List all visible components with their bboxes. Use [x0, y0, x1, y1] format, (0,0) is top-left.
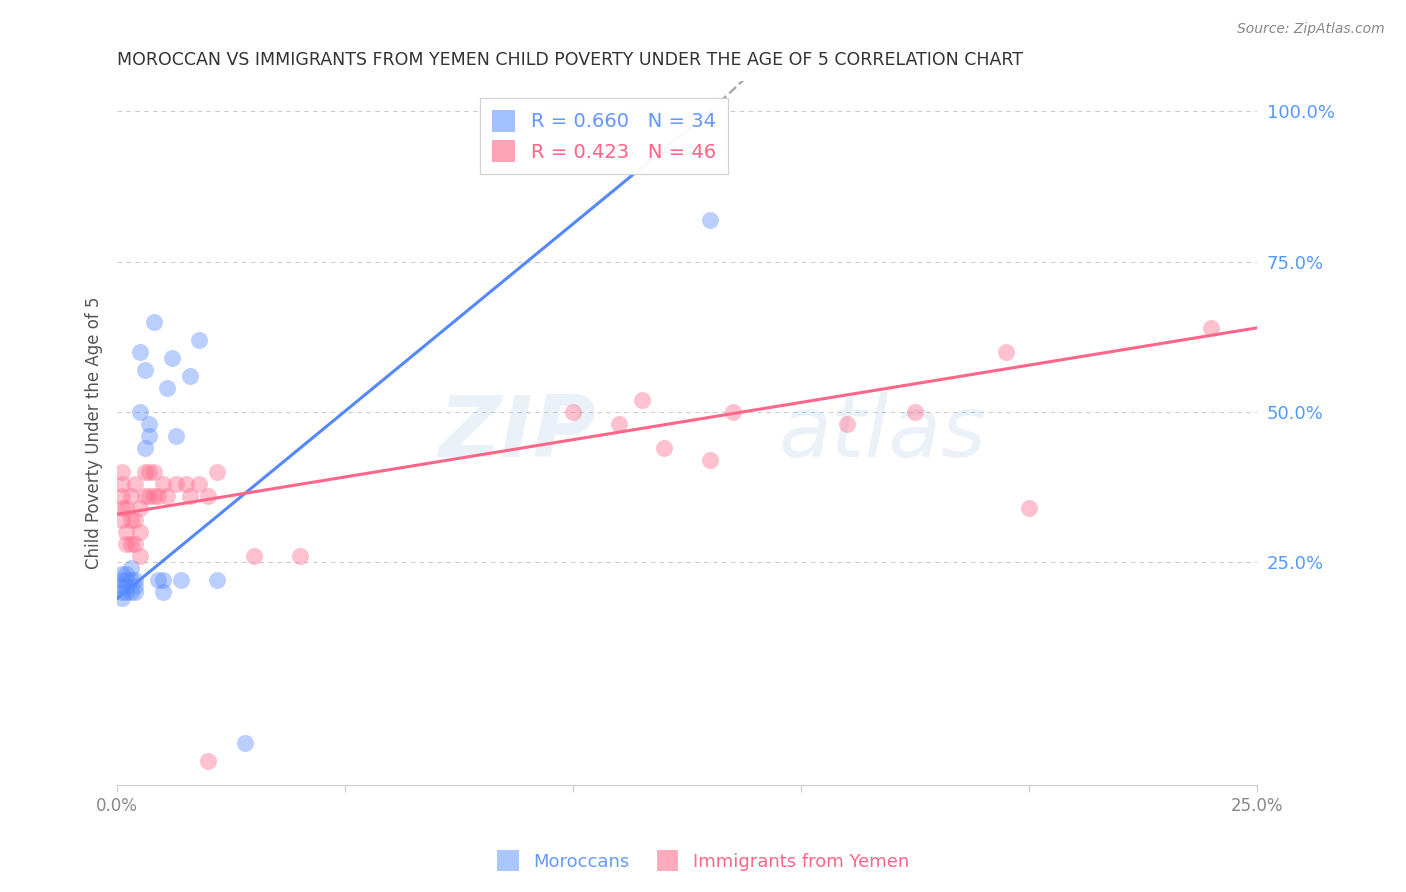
Point [115, 579, 138, 593]
Point [207, 465, 229, 479]
Point [207, 574, 229, 588]
Point [179, 368, 201, 383]
Point [562, 405, 585, 419]
Point [233, 736, 256, 750]
Point [166, 477, 188, 491]
Point [120, 585, 142, 599]
Text: ZIP: ZIP [439, 392, 596, 475]
Point [160, 351, 183, 365]
Legend: Moroccans, Immigrants from Yemen: Moroccans, Immigrants from Yemen [489, 843, 917, 879]
Text: atlas: atlas [779, 392, 986, 475]
Point [152, 477, 174, 491]
Legend: R = 0.660   N = 34, R = 0.423   N = 46: R = 0.660 N = 34, R = 0.423 N = 46 [481, 98, 728, 174]
Point [721, 405, 744, 419]
Point [142, 489, 165, 503]
Point [124, 574, 146, 588]
Point [115, 525, 138, 540]
Point [111, 591, 134, 606]
Point [152, 574, 174, 588]
Y-axis label: Child Poverty Under the Age of 5: Child Poverty Under the Age of 5 [86, 297, 103, 569]
Point [115, 567, 138, 582]
Point [1018, 501, 1040, 516]
Point [115, 585, 138, 599]
Point [188, 333, 211, 347]
Point [197, 489, 219, 503]
Point [111, 585, 134, 599]
Point [179, 489, 201, 503]
Point [129, 525, 152, 540]
Point [111, 567, 134, 582]
Point [995, 344, 1018, 359]
Point [699, 212, 721, 227]
Point [129, 405, 152, 419]
Point [197, 754, 219, 768]
Point [134, 465, 156, 479]
Point [129, 549, 152, 564]
Point [138, 417, 160, 431]
Point [111, 477, 134, 491]
Point [835, 417, 858, 431]
Point [699, 453, 721, 467]
Point [1201, 321, 1223, 335]
Point [124, 579, 146, 593]
Point [152, 585, 174, 599]
Point [138, 465, 160, 479]
Point [142, 315, 165, 329]
Point [166, 429, 188, 443]
Point [243, 549, 266, 564]
Point [120, 537, 142, 551]
Point [134, 363, 156, 377]
Point [174, 477, 197, 491]
Point [115, 537, 138, 551]
Point [115, 501, 138, 516]
Text: Source: ZipAtlas.com: Source: ZipAtlas.com [1237, 22, 1385, 37]
Point [111, 579, 134, 593]
Point [129, 344, 152, 359]
Point [134, 441, 156, 455]
Point [111, 513, 134, 527]
Point [124, 585, 146, 599]
Point [124, 513, 146, 527]
Point [115, 574, 138, 588]
Point [111, 574, 134, 588]
Point [138, 429, 160, 443]
Point [120, 489, 142, 503]
Point [129, 501, 152, 516]
Point [170, 574, 193, 588]
Point [124, 477, 146, 491]
Point [111, 501, 134, 516]
Point [156, 489, 179, 503]
Point [134, 489, 156, 503]
Point [288, 549, 311, 564]
Point [188, 477, 211, 491]
Point [904, 405, 927, 419]
Point [148, 574, 170, 588]
Text: MOROCCAN VS IMMIGRANTS FROM YEMEN CHILD POVERTY UNDER THE AGE OF 5 CORRELATION C: MOROCCAN VS IMMIGRANTS FROM YEMEN CHILD … [117, 51, 1024, 69]
Point [120, 574, 142, 588]
Point [120, 513, 142, 527]
Point [124, 537, 146, 551]
Point [630, 392, 652, 407]
Point [120, 561, 142, 575]
Point [142, 465, 165, 479]
Point [148, 489, 170, 503]
Point [652, 441, 675, 455]
Point [111, 465, 134, 479]
Point [607, 417, 630, 431]
Point [138, 489, 160, 503]
Point [111, 489, 134, 503]
Point [156, 381, 179, 395]
